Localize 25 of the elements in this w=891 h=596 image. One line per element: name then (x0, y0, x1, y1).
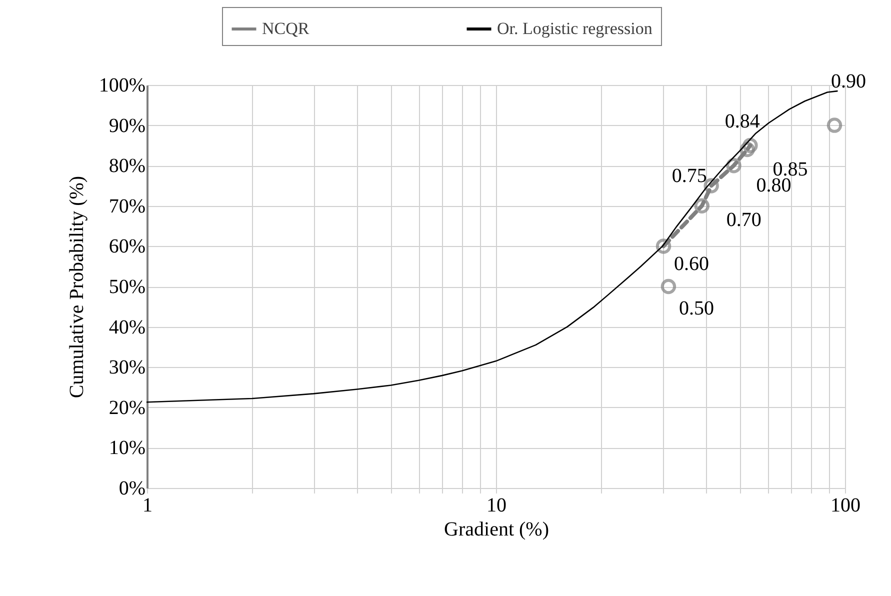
annotation: 0.60 (674, 253, 710, 276)
x-axis-title: Gradient (%) (444, 518, 549, 540)
annotation: 0.84 (724, 110, 760, 132)
x-tick-label: 10 (486, 494, 506, 516)
y-tick-label: 30% (108, 356, 146, 379)
x-tick-label: 1 (142, 494, 152, 516)
legend-label: Or. Logistic regression (497, 19, 653, 38)
y-tick-label: 70% (108, 195, 146, 218)
y-tick-label: 100% (98, 74, 146, 96)
x-tick-label: 100 (830, 494, 860, 516)
y-tick-label: 50% (108, 276, 146, 298)
y-axis-title: Cumulative Probability (%) (66, 176, 88, 398)
y-tick-label: 0% (118, 478, 146, 500)
y-tick-label: 20% (108, 396, 146, 419)
annotation: 0.75 (672, 164, 707, 187)
y-tick-label: 40% (108, 316, 146, 338)
y-tick-label: 60% (108, 236, 146, 258)
annotation: 0.90 (830, 70, 866, 92)
y-tick-label: 90% (108, 114, 146, 137)
annotation: 0.80 (756, 174, 792, 197)
y-tick-label: 80% (108, 155, 146, 178)
annotation: 0.70 (726, 208, 762, 231)
legend-label: NCQR (262, 19, 310, 38)
annotation: 0.50 (678, 298, 714, 320)
y-tick-label: 10% (108, 437, 146, 460)
